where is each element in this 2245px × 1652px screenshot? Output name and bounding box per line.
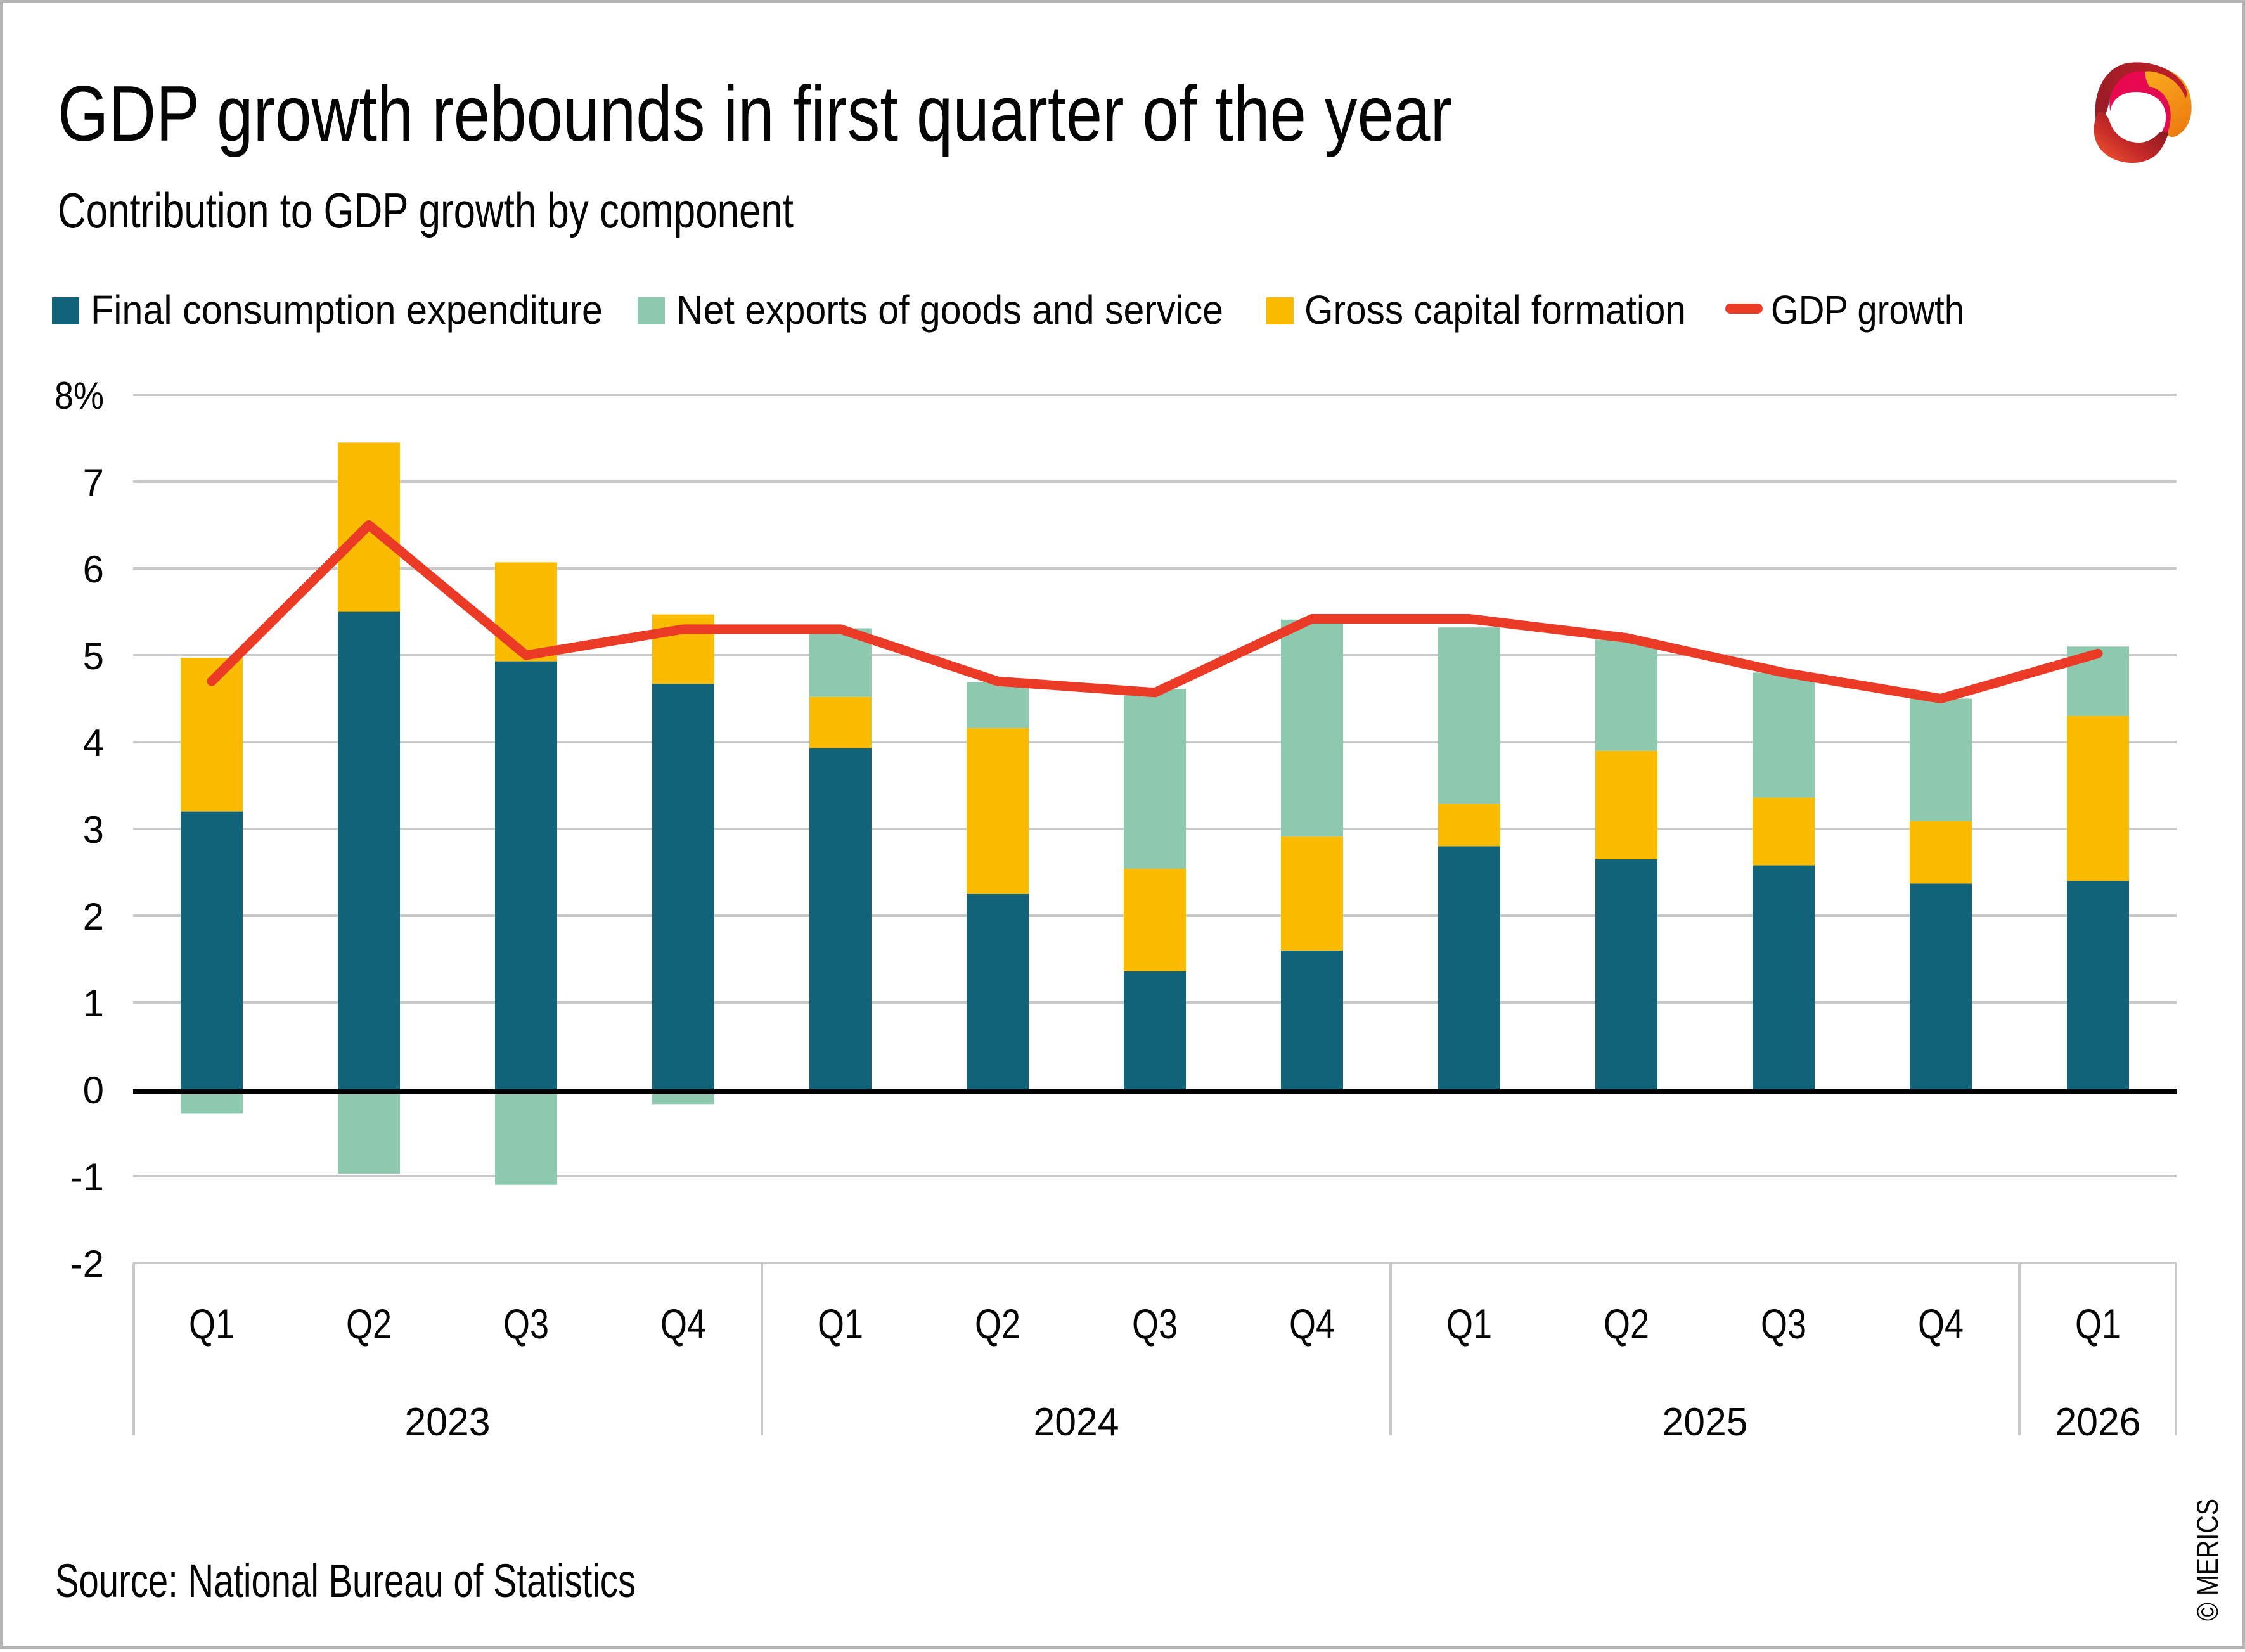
svg-text:Q3: Q3 — [1761, 1300, 1806, 1347]
svg-text:Q3: Q3 — [1132, 1300, 1178, 1347]
svg-text:1: 1 — [83, 982, 104, 1025]
svg-text:8%: 8% — [55, 375, 104, 417]
svg-text:Final consumption expenditure: Final consumption expenditure — [91, 287, 603, 333]
svg-text:0: 0 — [83, 1069, 104, 1111]
svg-text:3: 3 — [83, 809, 104, 851]
svg-text:2026: 2026 — [2055, 1400, 2141, 1444]
svg-text:Gross capital formation: Gross capital formation — [1304, 287, 1686, 333]
svg-text:Q3: Q3 — [503, 1300, 549, 1347]
svg-text:© MERICS: © MERICS — [2190, 1499, 2224, 1621]
svg-text:4: 4 — [83, 722, 104, 764]
svg-text:Q1: Q1 — [818, 1300, 863, 1347]
svg-text:Q1: Q1 — [2075, 1300, 2121, 1347]
svg-text:2: 2 — [83, 895, 104, 938]
svg-text:Q2: Q2 — [346, 1300, 392, 1347]
svg-text:-1: -1 — [70, 1156, 104, 1198]
svg-text:Net exports of goods and servi: Net exports of goods and service — [676, 287, 1223, 333]
svg-text:2025: 2025 — [1663, 1400, 1748, 1444]
svg-text:5: 5 — [83, 635, 104, 677]
svg-text:GDP growth: GDP growth — [1771, 287, 1964, 333]
svg-text:7: 7 — [83, 461, 104, 504]
svg-text:6: 6 — [83, 548, 104, 591]
svg-text:-2: -2 — [70, 1243, 104, 1285]
svg-text:GDP growth rebounds in first q: GDP growth rebounds in first quarter of … — [58, 70, 1452, 158]
svg-text:2024: 2024 — [1034, 1400, 1119, 1444]
svg-text:Source: National Bureau of Sta: Source: National Bureau of Statistics — [55, 1554, 636, 1607]
svg-text:Q1: Q1 — [189, 1300, 235, 1347]
svg-text:Q1: Q1 — [1446, 1300, 1492, 1347]
svg-text:Q4: Q4 — [660, 1300, 706, 1347]
svg-text:2023: 2023 — [405, 1400, 491, 1444]
svg-text:Q2: Q2 — [975, 1300, 1020, 1347]
svg-text:Contribution to GDP growth by: Contribution to GDP growth by component — [58, 182, 794, 238]
svg-text:Q4: Q4 — [1918, 1300, 1964, 1347]
svg-text:Q4: Q4 — [1289, 1300, 1335, 1347]
svg-text:Q2: Q2 — [1604, 1300, 1649, 1347]
